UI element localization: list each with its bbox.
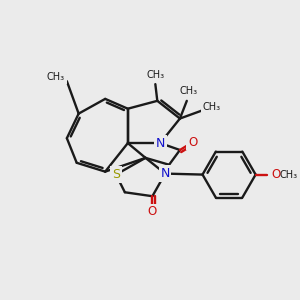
Text: O: O xyxy=(271,168,280,181)
Text: N: N xyxy=(160,167,170,180)
Text: CH₃: CH₃ xyxy=(47,72,65,82)
Text: CH₃: CH₃ xyxy=(202,102,220,112)
Text: CH₃: CH₃ xyxy=(180,86,198,96)
Text: O: O xyxy=(148,206,157,218)
Text: CH₃: CH₃ xyxy=(279,169,297,180)
Text: CH₃: CH₃ xyxy=(146,70,164,80)
Text: N: N xyxy=(156,136,165,150)
Text: O: O xyxy=(188,136,197,148)
Text: S: S xyxy=(112,168,120,181)
